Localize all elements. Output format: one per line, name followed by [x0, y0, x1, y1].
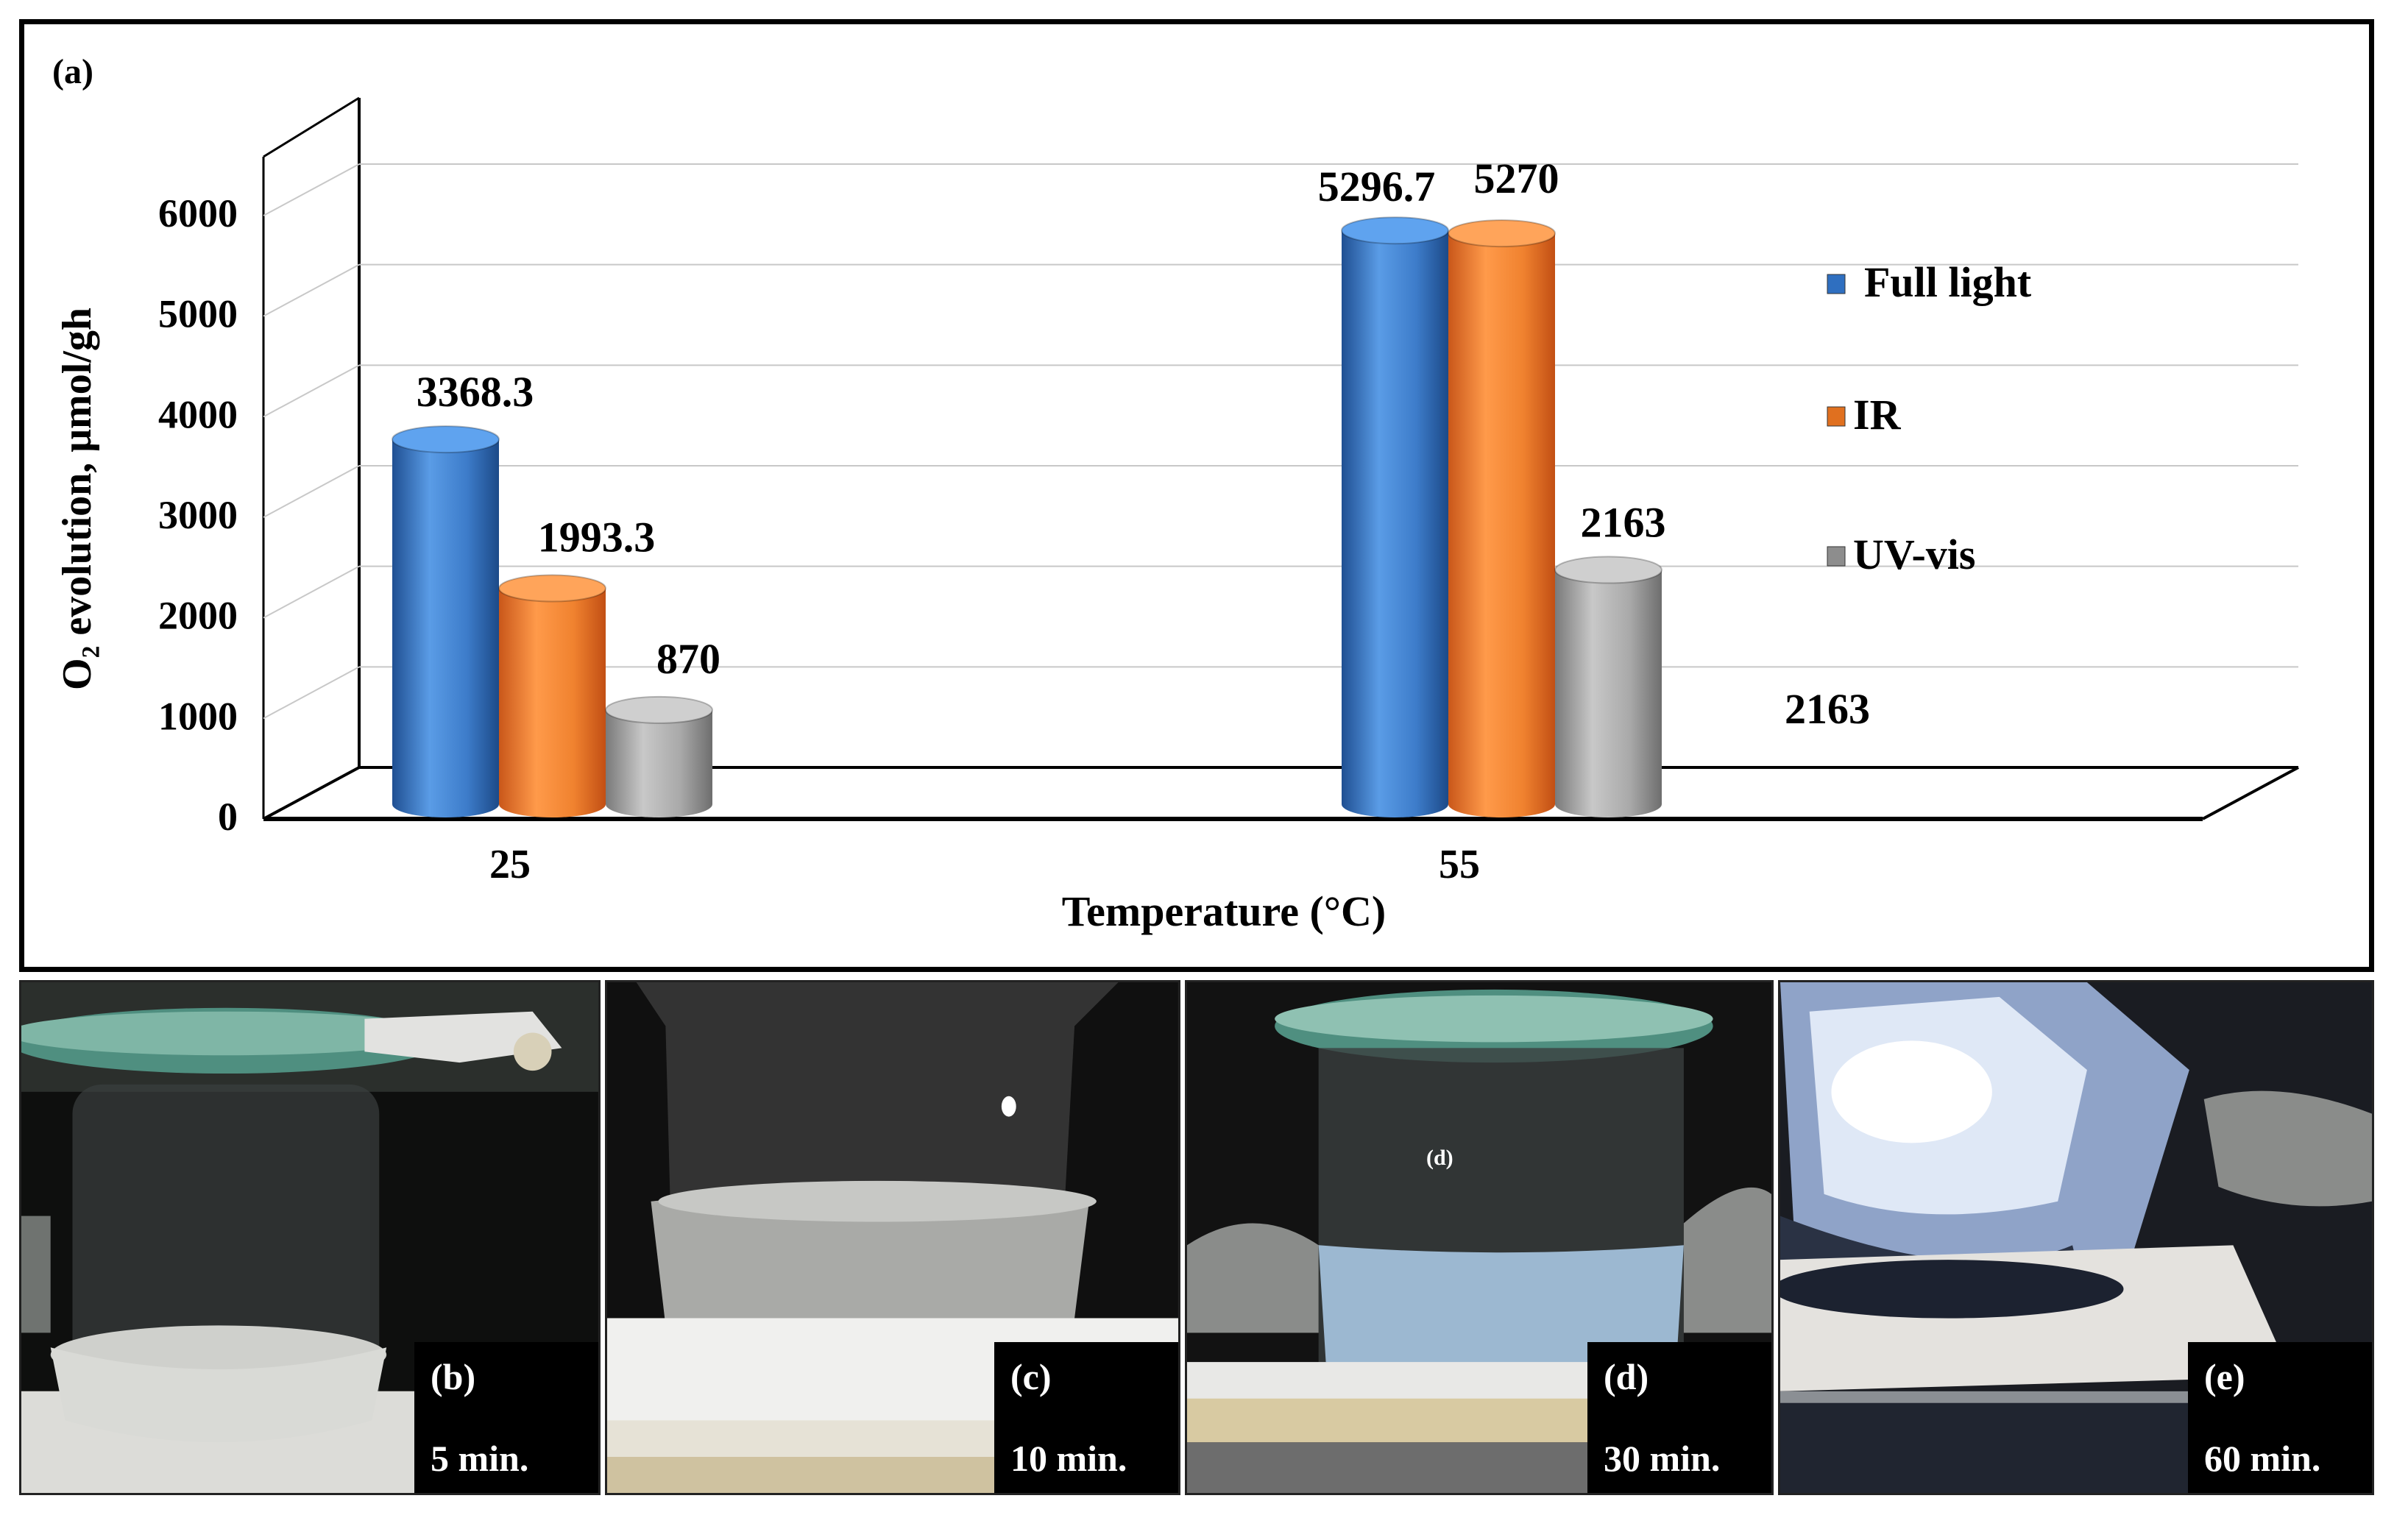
bar-body — [1448, 233, 1555, 804]
bar-body — [1555, 570, 1662, 804]
legend-swatch — [1827, 406, 1846, 427]
flask-photo-image — [21, 982, 598, 1493]
photo-time: 10 min. — [1010, 1438, 1127, 1479]
data-label: 5296.7 — [1318, 163, 1436, 210]
legend-label: Full light — [1864, 258, 2032, 306]
bar-top — [1448, 219, 1556, 248]
bar-top — [1554, 556, 1662, 584]
legend-item-ir: IR — [1827, 391, 1902, 439]
y-axis-label: O₂ evolution, μmol/gh — [54, 308, 100, 690]
side-gridline — [263, 666, 360, 720]
photo-5-min: (b) 5 min. — [19, 980, 601, 1495]
y-tick-label: 0 — [218, 795, 238, 839]
flask-inner-label: (d) — [1426, 1146, 1453, 1170]
photo-strip: (b) 5 min. (c) 10 min. — [19, 980, 2374, 1495]
legend-item-uv-vis: UV-vis — [1827, 531, 1975, 578]
panel-label: (a) — [52, 52, 93, 91]
data-labels: 3368.3 1993.3 870 5296.7 5270 2163 — [417, 155, 1666, 683]
side-gridline — [263, 465, 360, 518]
floor-left-edge — [263, 766, 360, 820]
photo-time: 60 min. — [2204, 1438, 2321, 1479]
y-tick-label: 2000 — [158, 594, 238, 638]
y-tick-label: 1000 — [158, 694, 238, 738]
stray-label: 2163 — [1785, 685, 1870, 733]
photo-30-min: (d) (d) 30 min. — [1185, 980, 1774, 1495]
caption-box: (b) 5 min. — [414, 1342, 598, 1493]
y-tick-label: 4000 — [158, 392, 238, 436]
caption-box: (d) 30 min. — [1587, 1342, 1771, 1493]
bar-base — [392, 791, 499, 817]
photo-letter: (d) — [1604, 1356, 1649, 1397]
bar-body — [499, 588, 606, 804]
bar-base — [1555, 791, 1662, 817]
bar-ir-55 — [1448, 219, 1556, 817]
gridlines — [263, 163, 2298, 720]
bars — [392, 216, 1662, 817]
data-label: 3368.3 — [417, 368, 534, 416]
caption-box: (c) 10 min. — [994, 1342, 1178, 1493]
bar-base — [1448, 791, 1555, 817]
bar-base — [606, 791, 712, 817]
data-label: 2163 — [1581, 499, 1666, 547]
photo-letter: (c) — [1010, 1356, 1052, 1397]
side-gridline — [263, 263, 360, 317]
legend-label: UV-vis — [1853, 531, 1975, 578]
photo-letter: (e) — [2204, 1356, 2245, 1397]
caption-box: (e) 60 min. — [2188, 1342, 2372, 1493]
floor-right-edge — [2202, 766, 2299, 820]
bar-chart: 0 1000 2000 3000 4000 5000 6000 3368.3 1993.3 87… — [52, 52, 2299, 935]
data-label: 870 — [656, 635, 720, 683]
y-tick-label: 3000 — [158, 493, 238, 537]
photo-10-min: (c) 10 min. — [605, 980, 1180, 1495]
bar-base — [499, 791, 606, 817]
legend-swatch — [1827, 274, 1846, 294]
bar-top — [1341, 216, 1449, 245]
side-gridline — [263, 565, 360, 619]
bar-uv-vis-55 — [1554, 556, 1662, 817]
bar-body — [606, 709, 712, 804]
side-gridline — [263, 364, 360, 418]
y-tick-label: 6000 — [158, 191, 238, 235]
side-gridline — [263, 163, 360, 216]
y-tick-label: 5000 — [158, 292, 238, 336]
y-tick-labels: 0 1000 2000 3000 4000 5000 6000 — [158, 191, 238, 839]
data-label: 1993.3 — [538, 514, 656, 561]
photo-time: 30 min. — [1604, 1438, 1721, 1479]
bar-top — [392, 425, 500, 454]
bar-full-light-25 — [392, 425, 500, 817]
legend-item-full-light: Full light — [1827, 258, 2032, 306]
side-wall-top-edge — [263, 96, 360, 158]
bar-top — [498, 574, 606, 603]
x-tick-label: 55 — [1439, 842, 1480, 887]
x-axis-label: Temperature (°C) — [1062, 887, 1386, 935]
chart-panel: 0 1000 2000 3000 4000 5000 6000 3368.3 1993.3 87… — [19, 19, 2374, 972]
bar-uv-vis-25 — [605, 695, 713, 817]
x-tick-labels: 25 55 — [489, 842, 1480, 887]
bar-body — [1342, 230, 1448, 804]
legend-label: IR — [1853, 391, 1902, 439]
photo-time: 5 min. — [431, 1438, 529, 1479]
photo-letter: (b) — [431, 1356, 476, 1397]
bar-ir-25 — [498, 574, 606, 817]
bar-full-light-55 — [1341, 216, 1449, 817]
data-label: 5270 — [1474, 155, 1559, 202]
x-tick-label: 25 — [489, 842, 531, 887]
legend-swatch — [1827, 546, 1846, 567]
bar-body — [392, 439, 499, 804]
bar-base — [1342, 791, 1448, 817]
bar-top — [605, 695, 713, 724]
legend: Full light IR UV-vis — [1827, 258, 2032, 578]
photo-60-min: (e) 60 min. — [1778, 980, 2374, 1495]
